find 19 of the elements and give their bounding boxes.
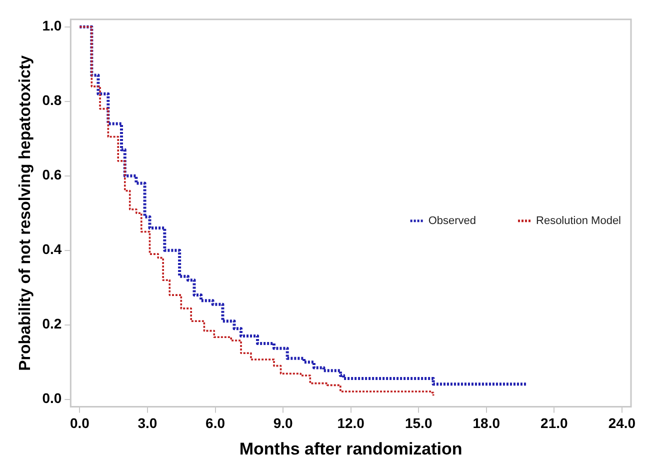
x-tick-label: 15.0 <box>404 415 432 432</box>
x-tick-label: 21.0 <box>540 415 568 432</box>
y-tick-label: 0.2 <box>42 316 62 332</box>
legend-label: Observed <box>428 214 476 227</box>
x-tick-label: 12.0 <box>337 415 365 432</box>
x-tick-label: 0.0 <box>70 415 90 432</box>
legend-label: Resolution Model <box>536 214 622 227</box>
x-tick-label: 3.0 <box>138 415 158 432</box>
x-tick-label: 9.0 <box>273 415 293 432</box>
x-tick-label: 6.0 <box>206 415 226 432</box>
y-tick-label: 0.0 <box>42 390 62 406</box>
y-axis-title: Probability of not resolving hepatotoxicty <box>17 55 34 371</box>
y-tick-label: 0.6 <box>42 166 62 183</box>
x-axis-title: Months after randomization <box>239 439 462 458</box>
y-tick-label: 1.0 <box>42 18 62 34</box>
y-tick-label: 0.8 <box>42 92 62 108</box>
x-tick-label: 18.0 <box>472 415 500 432</box>
y-tick-label: 0.4 <box>42 241 62 258</box>
x-tick-label: 24.0 <box>608 415 636 432</box>
